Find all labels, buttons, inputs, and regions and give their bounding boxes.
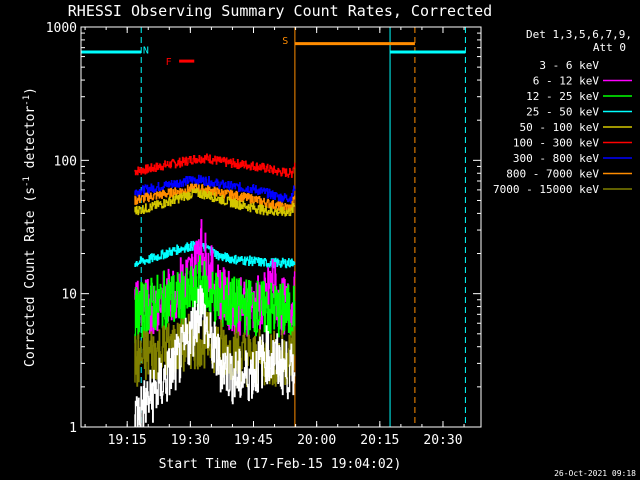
legend-entry-label: 25 - 50 keV [526, 106, 599, 119]
series-line-6 [134, 255, 296, 344]
x-tick-label: 19:30 [171, 433, 210, 448]
y-label-part: ) [23, 87, 38, 95]
legend-entry-label: 800 - 7000 keV [506, 168, 599, 181]
y-axis-label: Corrected Count Rate (s-1 detector-1) [22, 87, 38, 367]
series-line-3 [134, 188, 296, 217]
legend-header-line-1: Det 1,3,5,6,7,9, [526, 28, 632, 41]
plot-content: N S F [81, 27, 466, 427]
legend: Det 1,3,5,6,7,9,Att 0 3 - 6 keV 6 - 12 keV… [493, 28, 632, 196]
series-line-4 [134, 240, 296, 269]
plot-area: N S F [81, 27, 466, 427]
y-label-part: Corrected Count Rate (s [23, 187, 38, 367]
y-tick-label: 1 [69, 421, 77, 436]
footer-timestamp: 26-Oct-2021 09:18 [554, 469, 636, 478]
legend-entry-label: 300 - 800 keV [513, 152, 599, 165]
legend-entry-label: 100 - 300 keV [513, 137, 599, 150]
series-line-2 [134, 183, 296, 212]
y-label-part: detector [23, 106, 38, 177]
axes: 19:15 19:30 19:45 20:00 20:15 20:30 1 10 100 1000 [46, 21, 482, 448]
y-tick-label: 100 [54, 154, 77, 169]
y-tick-label: 1000 [46, 21, 77, 36]
y-label-superscript: -1 [22, 95, 32, 106]
flag-label-s: S [282, 36, 288, 47]
flag-label-n: N [143, 45, 149, 56]
series-line-1 [134, 174, 296, 204]
y-label-superscript: -1 [22, 176, 32, 187]
x-tick-label: 20:30 [423, 433, 462, 448]
legend-entry-label: 6 - 12 keV [533, 75, 600, 88]
flag-label-f: F [166, 57, 172, 68]
y-tick-label: 10 [61, 288, 77, 303]
chart-title: RHESSI Observing Summary Count Rates, Co… [68, 2, 492, 20]
x-axis-label: Start Time (17-Feb-15 19:04:02) [159, 457, 402, 472]
legend-entry-label: 50 - 100 keV [520, 121, 600, 134]
x-tick-label: 19:45 [234, 433, 273, 448]
x-tick-label: 20:15 [360, 433, 399, 448]
legend-entry-label: 3 - 6 keV [539, 59, 599, 72]
legend-entry-label: 7000 - 15000 keV [493, 183, 599, 196]
plot-frame [80, 26, 482, 428]
x-tick-label: 20:00 [297, 433, 336, 448]
series-line-8 [134, 285, 296, 427]
legend-entry-label: 12 - 25 keV [526, 90, 599, 103]
series-line-0 [134, 153, 296, 178]
legend-header-line-2: Att 0 [593, 41, 626, 54]
x-tick-label: 19:15 [108, 433, 147, 448]
